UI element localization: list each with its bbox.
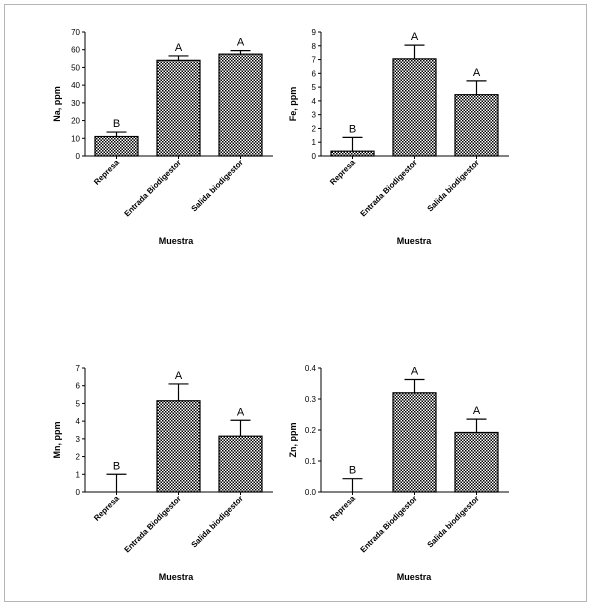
y-axis-label: Na, ppm bbox=[52, 86, 62, 122]
bar bbox=[218, 53, 263, 157]
y-tick-label: 2 bbox=[76, 453, 81, 462]
y-tick-label: 5 bbox=[312, 83, 317, 92]
chart-panel-4: 0.0 0.1 0.2 0.3 0.4 Zn, ppm B Represa A Entrada B… bbox=[288, 364, 509, 582]
bar bbox=[218, 435, 263, 493]
y-tick-label: 30 bbox=[71, 99, 80, 108]
category-label: Represa bbox=[328, 494, 357, 523]
bar bbox=[454, 431, 499, 493]
category-label: Salida biodigestor bbox=[190, 158, 245, 213]
x-axis-title: Muestra bbox=[397, 572, 433, 582]
y-tick-label: 60 bbox=[71, 46, 80, 55]
significance-letter: A bbox=[175, 370, 183, 382]
significance-letter: A bbox=[237, 37, 245, 49]
significance-letter: A bbox=[411, 365, 419, 377]
y-tick-label: 2 bbox=[312, 124, 317, 133]
significance-letter: B bbox=[113, 118, 120, 130]
category-label: Entrada Biodigestor bbox=[122, 158, 182, 218]
y-tick-label: 0 bbox=[76, 488, 81, 497]
y-axis-label: Fe, ppm bbox=[288, 87, 298, 122]
bar bbox=[330, 150, 375, 157]
x-axis-title: Muestra bbox=[159, 236, 195, 246]
category-label: Represa bbox=[92, 494, 121, 523]
y-tick-label: 10 bbox=[71, 134, 80, 143]
significance-letter: B bbox=[349, 465, 356, 477]
y-axis-label: Mn, ppm bbox=[52, 422, 62, 459]
y-tick-label: 7 bbox=[312, 56, 317, 65]
y-tick-label: 40 bbox=[71, 81, 80, 90]
bar bbox=[392, 392, 437, 493]
y-tick-label: 70 bbox=[71, 28, 80, 37]
significance-letter: A bbox=[411, 31, 419, 43]
chart-panel-3: 0 1 2 3 4 5 6 7 Mn, ppm B Represa A Entrada Biodiges… bbox=[52, 364, 273, 582]
category-label: Represa bbox=[328, 158, 357, 187]
figure-frame bbox=[4, 4, 587, 602]
y-tick-label: 0.0 bbox=[305, 488, 317, 497]
category-label: Salida biodigestor bbox=[190, 494, 245, 549]
category-label: Entrada Biodigestor bbox=[122, 494, 182, 554]
y-tick-label: 1 bbox=[312, 138, 317, 147]
significance-letter: A bbox=[175, 42, 183, 54]
significance-letter: A bbox=[473, 405, 481, 417]
y-tick-label: 0 bbox=[76, 152, 81, 161]
bar bbox=[454, 94, 499, 157]
y-tick-label: 6 bbox=[76, 382, 81, 391]
chart-panel-1: 0 10 20 30 40 50 60 70 Na, ppm B Represa A Entrada B… bbox=[52, 28, 273, 246]
category-label: Entrada Biodigestor bbox=[358, 158, 418, 218]
y-tick-label: 50 bbox=[71, 63, 80, 72]
significance-letter: A bbox=[237, 406, 245, 418]
y-tick-label: 5 bbox=[76, 399, 81, 408]
y-tick-label: 1 bbox=[76, 470, 81, 479]
y-tick-label: 8 bbox=[312, 42, 317, 51]
significance-letter: B bbox=[113, 460, 120, 472]
category-label: Salida biodigestor bbox=[426, 494, 481, 549]
category-label: Salida biodigestor bbox=[426, 158, 481, 213]
y-tick-label: 6 bbox=[312, 69, 317, 78]
y-tick-label: 0.2 bbox=[305, 426, 317, 435]
y-tick-label: 0.3 bbox=[305, 395, 317, 404]
x-axis-title: Muestra bbox=[159, 572, 195, 582]
y-tick-label: 20 bbox=[71, 117, 80, 126]
bar bbox=[156, 59, 201, 157]
bar bbox=[94, 135, 139, 157]
x-axis-title: Muestra bbox=[397, 236, 433, 246]
y-tick-label: 7 bbox=[76, 364, 81, 373]
y-tick-label: 4 bbox=[312, 97, 317, 106]
y-tick-label: 3 bbox=[76, 435, 81, 444]
y-axis-label: Zn, ppm bbox=[288, 423, 298, 458]
y-tick-label: 0.4 bbox=[305, 364, 317, 373]
y-tick-label: 0 bbox=[312, 152, 317, 161]
y-tick-label: 0.1 bbox=[305, 457, 317, 466]
category-label: Represa bbox=[92, 158, 121, 187]
y-tick-label: 4 bbox=[76, 417, 81, 426]
y-tick-label: 3 bbox=[312, 111, 317, 120]
bar bbox=[156, 400, 201, 493]
significance-letter: A bbox=[473, 67, 481, 79]
y-tick-label: 9 bbox=[312, 28, 317, 37]
chart-panel-2: 0 1 2 3 4 5 6 7 8 9 Fe, ppm B Represa A Entrada Biodig… bbox=[288, 28, 509, 246]
significance-letter: B bbox=[349, 123, 356, 135]
bar bbox=[392, 58, 437, 157]
category-label: Entrada Biodigestor bbox=[358, 494, 418, 554]
